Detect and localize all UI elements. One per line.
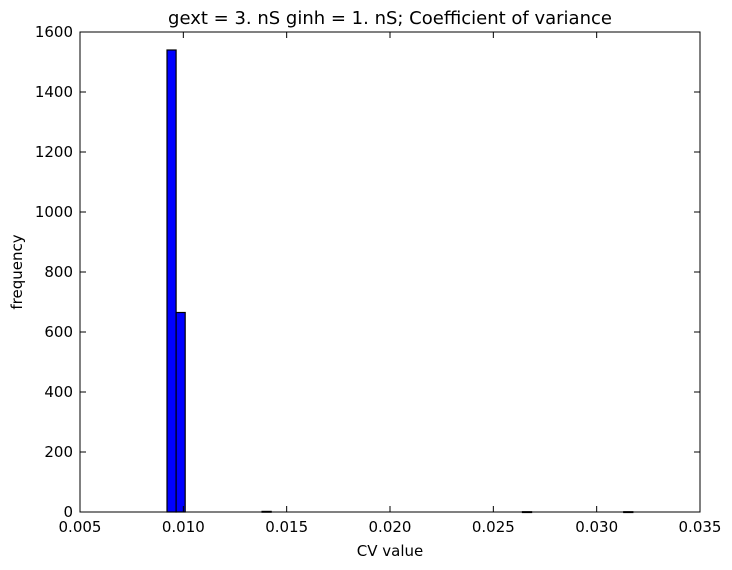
y-tick-label: 1600	[35, 23, 73, 41]
y-tick-label: 1000	[35, 203, 73, 221]
histogram-bar-0	[166, 49, 177, 513]
y-tick-label: 1400	[35, 83, 73, 101]
x-tick-label: 0.015	[265, 518, 308, 536]
x-tick-label: 0.030	[575, 518, 618, 536]
y-tick-label: 600	[44, 323, 73, 341]
y-tick-label: 0	[63, 503, 73, 521]
x-axis: 0.005 0.010 0.015 0.020 0.025 0.030 0.035	[59, 32, 722, 536]
y-axis: 0 200 400 600 800 1000 1200 1400 1600	[35, 23, 700, 521]
y-tick-label: 800	[44, 263, 73, 281]
y-axis-label: frequency	[8, 234, 26, 309]
x-tick-label: 0.005	[59, 518, 102, 536]
x-axis-label: CV value	[357, 542, 423, 560]
bars-group	[166, 49, 634, 514]
y-tick-label: 400	[44, 383, 73, 401]
x-tick-label: 0.020	[369, 518, 412, 536]
y-tick-label: 1200	[35, 143, 73, 161]
histogram-bar-1	[175, 311, 186, 513]
x-tick-label: 0.010	[162, 518, 205, 536]
x-tick-label: 0.025	[472, 518, 515, 536]
y-tick-label: 200	[44, 443, 73, 461]
chart-title: gext = 3. nS ginh = 1. nS; Coefficient o…	[168, 8, 612, 29]
x-tick-label: 0.035	[679, 518, 722, 536]
